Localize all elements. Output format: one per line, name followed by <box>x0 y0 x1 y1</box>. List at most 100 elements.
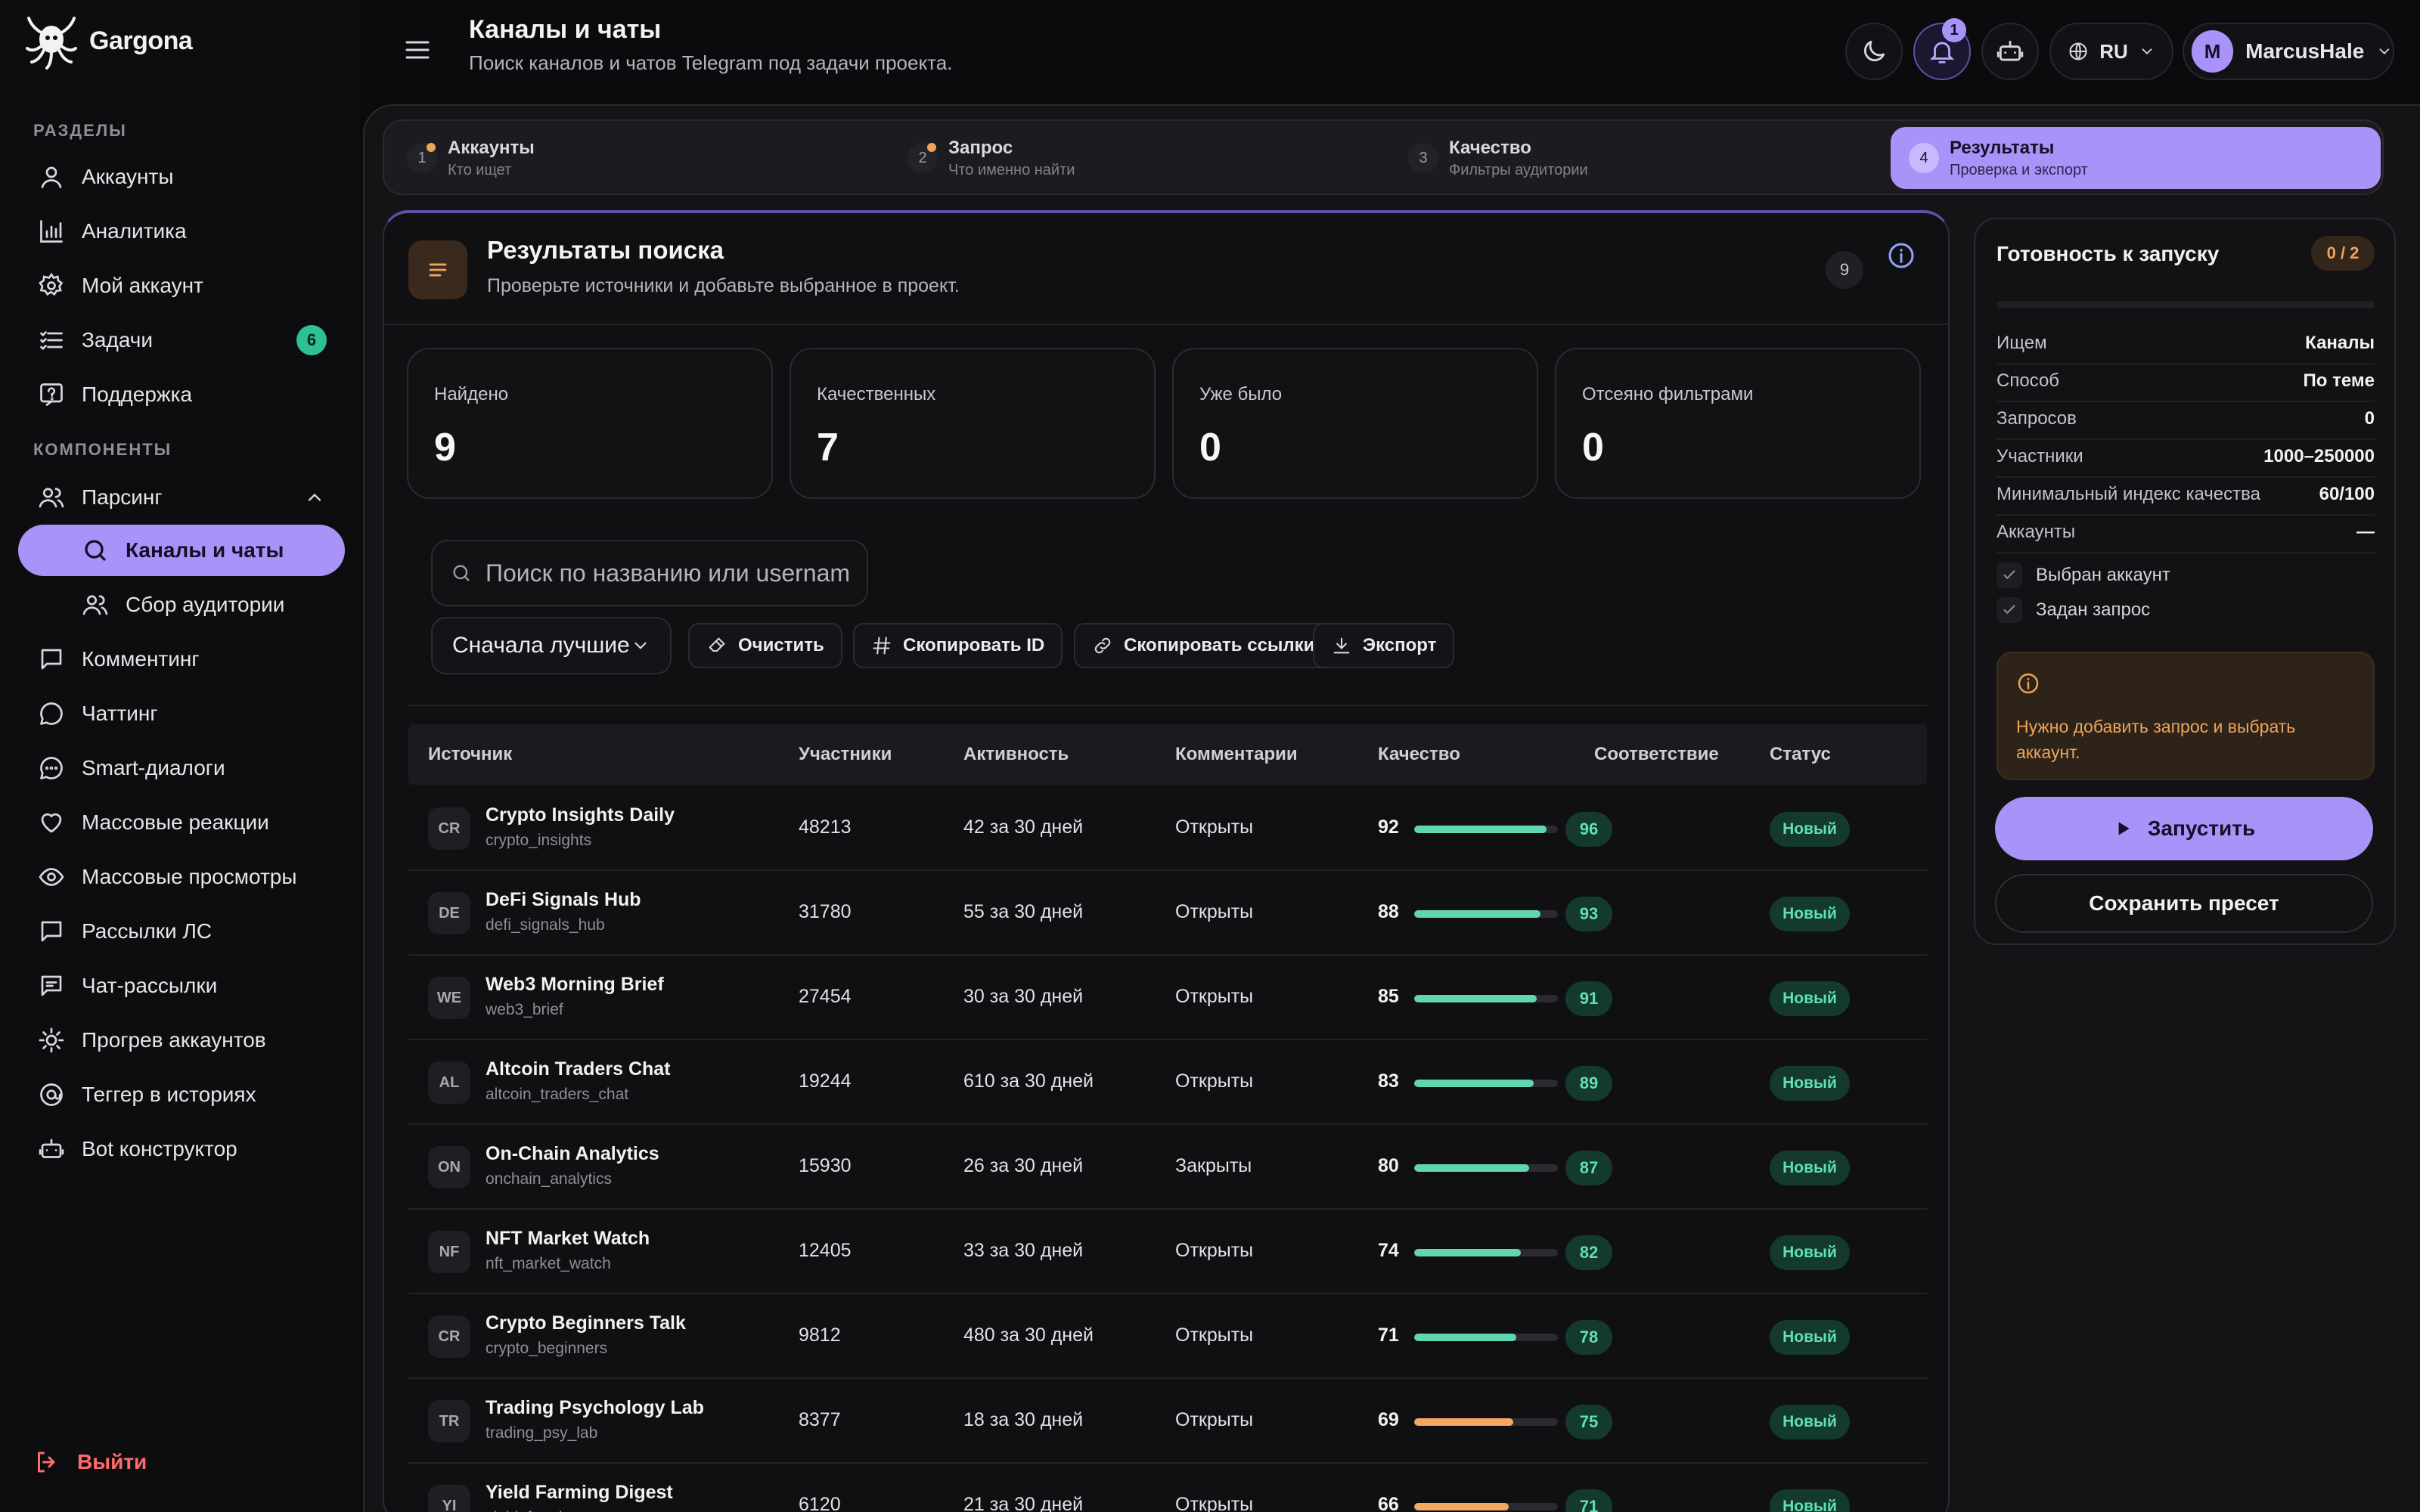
sidebar-item-mass-views[interactable]: Массовые просмотры <box>18 851 345 903</box>
sidebar-item-bot-builder[interactable]: Bot конструктор <box>18 1123 345 1175</box>
sidebar-item-story-tagger[interactable]: Теггер в историях <box>18 1069 345 1120</box>
user-menu[interactable]: M MarcusHale <box>2183 23 2394 80</box>
sidebar-item-accounts[interactable]: Аккаунты <box>18 151 345 203</box>
source-name[interactable]: Trading Psychology Lab <box>486 1397 704 1418</box>
readiness-warning: Нужно добавить запрос и выбрать аккаунт. <box>1996 652 2375 780</box>
table-row[interactable]: ON On-Chain Analytics onchain_analytics 159… <box>408 1125 1927 1210</box>
copy-links-button[interactable]: Скопировать ссылки <box>1074 623 1333 668</box>
status-badge: Новый <box>1770 1235 1850 1270</box>
source-username: trading_psy_lab <box>486 1424 598 1442</box>
source-name[interactable]: Altcoin Traders Chat <box>486 1058 671 1080</box>
sidebar-item-dm-mailing[interactable]: Рассылки ЛС <box>18 906 345 957</box>
theme-toggle-button[interactable] <box>1845 23 1903 80</box>
col-match[interactable]: Соответствие <box>1594 744 1719 764</box>
globe-icon <box>2069 42 2087 60</box>
run-button[interactable]: Запустить <box>1995 797 2373 860</box>
sidebar-item-analytics[interactable]: Аналитика <box>18 206 345 257</box>
table-row[interactable]: DE DeFi Signals Hub defi_signals_hub 31780 5… <box>408 871 1927 956</box>
table-row[interactable]: CR Crypto Insights Daily crypto_insights 48… <box>408 786 1927 871</box>
notifications-button[interactable]: 1 <box>1913 18 1971 80</box>
sidebar-item-tasks[interactable]: Задачи 6 <box>18 314 345 366</box>
members-cell: 9812 <box>799 1325 841 1346</box>
table-row[interactable]: CR Crypto Beginners Talk crypto_beginners 9… <box>408 1294 1927 1379</box>
step-quality[interactable]: 3 Качество Фильтры аудитории <box>1390 127 1886 189</box>
source-name[interactable]: Crypto Beginners Talk <box>486 1312 686 1334</box>
table-row[interactable]: TR Trading Psychology Lab trading_psy_lab 8… <box>408 1379 1927 1464</box>
bot-button[interactable] <box>1981 23 2039 80</box>
sidebar-item-support[interactable]: Поддержка <box>18 369 345 420</box>
section-label-components: КОМПОНЕНТЫ <box>33 440 172 459</box>
col-quality[interactable]: Качество <box>1378 744 1460 764</box>
members-cell: 48213 <box>799 816 852 838</box>
menu-icon[interactable] <box>402 36 433 64</box>
check-icon <box>2003 570 2015 580</box>
table-row[interactable]: WE Web3 Morning Brief web3_brief 27454 30 за… <box>408 956 1927 1040</box>
members-cell: 12405 <box>799 1240 852 1261</box>
step-subtitle: Проверка и экспорт <box>1950 161 2088 178</box>
sidebar-item-chat-mailing[interactable]: Чат-рассылки <box>18 960 345 1012</box>
sidebar-item-chatting[interactable]: Чаттинг <box>18 688 345 739</box>
status-badge: Новый <box>1770 1151 1850 1185</box>
source-avatar: DE <box>428 892 470 934</box>
summary-row-min-quality: Минимальный индекс качества 60/100 <box>1996 478 2375 516</box>
brand-logo[interactable]: Gargona <box>20 11 193 71</box>
sidebar-item-my-account[interactable]: Мой аккаунт <box>18 260 345 311</box>
sidebar-item-warmup[interactable]: Прогрев аккаунтов <box>18 1015 345 1066</box>
table-row[interactable]: NF NFT Market Watch nft_market_watch 12405 3… <box>408 1210 1927 1294</box>
col-status[interactable]: Статус <box>1770 744 1831 764</box>
search-input[interactable] <box>486 559 849 587</box>
table-row[interactable]: YI Yield Farming Digest yield_farming 6120 2… <box>408 1464 1927 1512</box>
step-number: 4 <box>1919 149 1928 166</box>
activity-cell: 21 за 30 дней <box>963 1494 1084 1512</box>
step-query[interactable]: 2 Запрос Что именно найти <box>889 127 1385 189</box>
source-username: crypto_insights <box>486 832 592 849</box>
copy-id-button[interactable]: Скопировать ID <box>853 623 1063 668</box>
quality-bar-fill <box>1414 1503 1509 1510</box>
source-name[interactable]: Web3 Morning Brief <box>486 974 664 995</box>
source-avatar: TR <box>428 1400 470 1442</box>
quality-value: 92 <box>1378 816 1399 838</box>
list-icon <box>408 240 467 299</box>
match-badge: 89 <box>1565 1066 1612 1101</box>
col-comments[interactable]: Комментарии <box>1175 744 1298 764</box>
col-source[interactable]: Источник <box>428 744 513 764</box>
col-activity[interactable]: Активность <box>963 744 1069 764</box>
quality-bar-fill <box>1414 826 1547 833</box>
section-label-sections: РАЗДЕЛЫ <box>33 121 127 140</box>
save-preset-button[interactable]: Сохранить пресет <box>1995 874 2373 933</box>
source-name[interactable]: DeFi Signals Hub <box>486 889 641 910</box>
members-cell: 19244 <box>799 1070 852 1092</box>
sidebar-item-mass-reactions[interactable]: Массовые реакции <box>18 797 345 848</box>
source-name[interactable]: On-Chain Analytics <box>486 1143 659 1164</box>
sidebar-item-channels-chats[interactable]: Каналы и чаты <box>18 525 345 576</box>
info-icon[interactable] <box>1886 240 1916 271</box>
language-select[interactable]: RU <box>2049 23 2173 80</box>
sidebar-item-parsing[interactable]: Парсинг <box>18 472 345 523</box>
clear-button[interactable]: Очистить <box>688 623 842 668</box>
quality-bar-fill <box>1414 1164 1529 1172</box>
step-accounts[interactable]: 1 Аккаунты Кто ищет <box>389 127 885 189</box>
sort-select[interactable]: Сначала лучшие <box>431 617 672 674</box>
sidebar-item-audience[interactable]: Сбор аудитории <box>65 579 345 631</box>
source-name[interactable]: NFT Market Watch <box>486 1228 650 1249</box>
col-members[interactable]: Участники <box>799 744 892 764</box>
match-badge: 87 <box>1565 1151 1612 1185</box>
source-name[interactable]: Yield Farming Digest <box>486 1482 673 1503</box>
tasks-count-badge: 6 <box>296 325 327 355</box>
logout-button[interactable]: Выйти <box>33 1448 147 1476</box>
stat-value: 9 <box>434 426 456 469</box>
table-row[interactable]: AL Altcoin Traders Chat altcoin_traders_ch… <box>408 1040 1927 1125</box>
step-warning-dot <box>427 143 436 152</box>
broadcast-icon <box>41 975 62 996</box>
chevron-up-icon[interactable] <box>304 487 325 508</box>
source-name[interactable]: Crypto Insights Daily <box>486 804 675 826</box>
quality-value: 69 <box>1378 1409 1399 1430</box>
bot-icon <box>1996 40 2024 61</box>
step-results[interactable]: 4 Результаты Проверка и экспорт <box>1891 127 2381 189</box>
step-number: 2 <box>918 149 927 166</box>
sidebar-item-commenting[interactable]: Комментинг <box>18 634 345 685</box>
export-button[interactable]: Экспорт <box>1313 623 1455 668</box>
stat-filtered: Отсеяно фильтрами 0 <box>1555 348 1921 499</box>
sidebar-item-smart-dialogs[interactable]: Smart-диалоги <box>18 742 345 794</box>
status-badge: Новый <box>1770 1066 1850 1101</box>
